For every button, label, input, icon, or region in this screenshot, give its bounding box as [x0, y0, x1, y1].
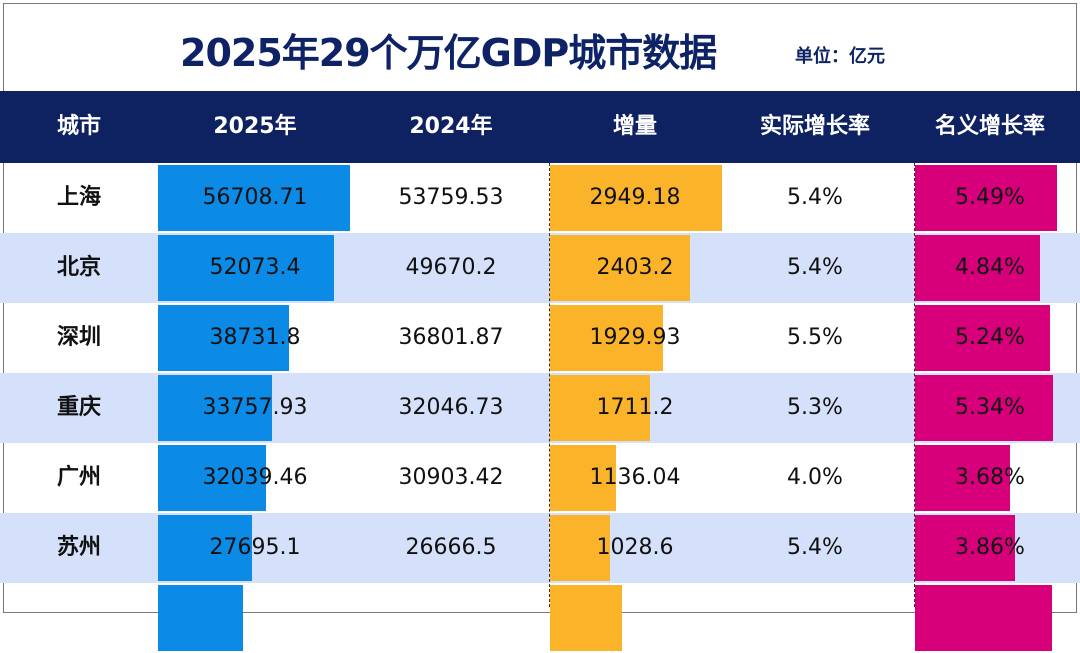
header-2025: 2025年	[213, 114, 297, 139]
bar-2025	[158, 585, 243, 651]
table-row: 重庆 33757.93 32046.73 1711.2 5.3% 5.34%	[0, 373, 1080, 443]
city-cell: 北京	[56, 255, 101, 280]
bar-nominal	[915, 515, 1015, 581]
divider	[914, 163, 915, 607]
nominal-growth-cell: 3.86%	[955, 535, 1025, 560]
bar-nominal	[915, 375, 1054, 441]
increase-cell: 1028.6	[596, 535, 674, 560]
city-cell: 深圳	[56, 325, 101, 350]
gdp-2024-cell: 26666.5	[405, 535, 497, 560]
table-row	[0, 583, 1080, 653]
header-nominal-growth: 名义增长率	[934, 114, 1045, 139]
gdp-2024-cell: 32046.73	[398, 395, 504, 420]
table-row: 北京 52073.4 49670.2 2403.2 5.4% 4.84%	[0, 233, 1080, 303]
bar-increase	[550, 585, 623, 651]
city-cell: 上海	[56, 185, 101, 210]
real-growth-cell: 4.0%	[787, 465, 843, 490]
gdp-2025-cell: 32039.46	[202, 465, 308, 490]
bar-2025	[158, 235, 335, 301]
nominal-growth-cell: 5.49%	[955, 185, 1025, 210]
city-cell: 苏州	[56, 535, 101, 560]
unit-label: 单位：亿元	[795, 46, 885, 67]
gdp-2025-cell: 52073.4	[209, 255, 301, 280]
gdp-2025-cell: 56708.71	[202, 185, 308, 210]
increase-cell: 1136.04	[589, 465, 681, 490]
gdp-2025-cell: 33757.93	[202, 395, 308, 420]
bar-nominal	[915, 235, 1041, 301]
real-growth-cell: 5.4%	[787, 185, 843, 210]
bar-increase	[550, 305, 663, 371]
bar-increase	[550, 375, 650, 441]
gdp-2024-cell: 30903.42	[398, 465, 504, 490]
table-row: 苏州 27695.1 26666.5 1028.6 5.4% 3.86%	[0, 513, 1080, 583]
gdp-2025-cell: 27695.1	[209, 535, 301, 560]
city-cell: 广州	[56, 465, 101, 490]
nominal-growth-cell: 4.84%	[955, 255, 1025, 280]
nominal-growth-cell: 5.24%	[955, 325, 1025, 350]
bar-nominal	[915, 165, 1057, 231]
gdp-2024-cell: 53759.53	[398, 185, 504, 210]
gdp-2025-cell: 38731.8	[209, 325, 301, 350]
header-2024: 2024年	[409, 114, 493, 139]
bar-nominal	[915, 585, 1052, 651]
header-city: 城市	[56, 114, 101, 139]
nominal-growth-cell: 3.68%	[955, 465, 1025, 490]
table-row: 广州 32039.46 30903.42 1136.04 4.0% 3.68%	[0, 443, 1080, 513]
real-growth-cell: 5.4%	[787, 535, 843, 560]
real-growth-cell: 5.5%	[787, 325, 843, 350]
page-title: 2025年29个万亿GDP城市数据	[180, 31, 717, 75]
increase-cell: 2949.18	[589, 185, 681, 210]
table-row: 上海 56708.71 53759.53 2949.18 5.4% 5.49%	[0, 163, 1080, 233]
increase-cell: 1929.93	[589, 325, 681, 350]
bar-2025	[158, 165, 351, 231]
bar-increase	[550, 515, 610, 581]
divider	[549, 163, 550, 607]
header-real-growth: 实际增长率	[759, 114, 870, 139]
header-increase: 增量	[612, 114, 657, 139]
table-row: 深圳 38731.8 36801.87 1929.93 5.5% 5.24%	[0, 303, 1080, 373]
title-area: 2025年29个万亿GDP城市数据 单位：亿元	[0, 0, 1080, 90]
bar-2025	[158, 305, 290, 371]
bar-increase	[550, 165, 722, 231]
increase-cell: 1711.2	[596, 395, 674, 420]
bar-2025	[158, 375, 273, 441]
bar-nominal	[915, 305, 1051, 371]
bar-increase	[550, 235, 691, 301]
gdp-2024-cell: 49670.2	[405, 255, 497, 280]
nominal-growth-cell: 5.34%	[955, 395, 1025, 420]
table-header: 城市 2025年 2024年 增量 实际增长率 名义增长率	[0, 91, 1080, 163]
bar-2025	[158, 445, 267, 511]
city-cell: 重庆	[56, 395, 101, 420]
increase-cell: 2403.2	[596, 255, 674, 280]
real-growth-cell: 5.3%	[787, 395, 843, 420]
bar-increase	[550, 445, 617, 511]
gdp-2024-cell: 36801.87	[398, 325, 504, 350]
bar-2025	[158, 515, 252, 581]
real-growth-cell: 5.4%	[787, 255, 843, 280]
bar-nominal	[915, 445, 1011, 511]
